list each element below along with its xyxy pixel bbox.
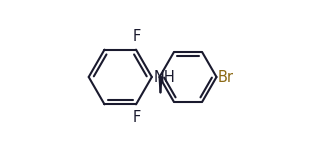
Text: F: F <box>133 110 141 125</box>
Text: F: F <box>133 29 141 44</box>
Text: Br: Br <box>218 69 234 85</box>
Text: NH: NH <box>153 69 175 85</box>
